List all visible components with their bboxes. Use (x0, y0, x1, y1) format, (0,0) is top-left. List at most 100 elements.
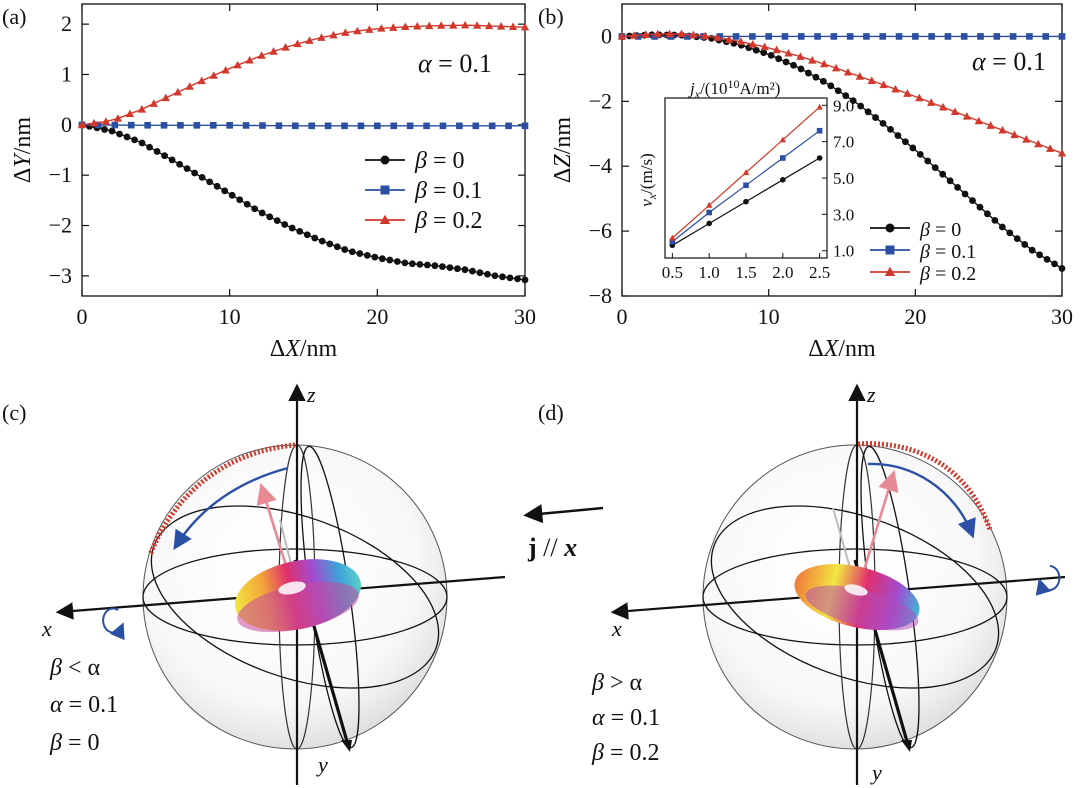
data-point (461, 266, 469, 274)
inset-data-point (779, 136, 787, 143)
inset-data-point (816, 103, 823, 110)
data-point (89, 118, 99, 127)
inset-x-tick-label: 2.5 (809, 263, 830, 282)
axis-label-x: x (41, 616, 52, 641)
axis-label-z: z (306, 382, 316, 407)
inset-data-point (706, 209, 712, 216)
data-point (472, 122, 480, 130)
condition-c-1: β < α (49, 655, 100, 681)
data-point (939, 170, 947, 178)
series-line (81, 124, 525, 127)
legend-label: β = 0.1 (414, 178, 483, 204)
y-tick-label: −1 (49, 162, 72, 187)
y-tick-label: 0 (601, 23, 612, 48)
y-tick-label: −2 (589, 88, 612, 113)
data-point (259, 122, 266, 129)
sphere-tilted-circle (710, 505, 1000, 689)
data-point (784, 48, 793, 57)
axis-label-x: x (611, 616, 622, 641)
data-point (177, 122, 184, 129)
bloch-sphere-c: z x y β < α α = 0.1 β = 0 (41, 382, 506, 785)
y-axis-arrowhead (901, 740, 912, 752)
data-point (101, 126, 108, 133)
data-point (476, 269, 484, 277)
inset-data-point (780, 155, 786, 161)
data-point (125, 109, 135, 118)
data-point (341, 28, 350, 36)
data-point (257, 51, 266, 59)
sphere-equator (702, 548, 1008, 646)
series-triangle (77, 20, 530, 129)
data-point (168, 156, 176, 164)
y-tick-label: 0 (61, 112, 72, 137)
legend-marker (885, 223, 895, 233)
data-point (849, 97, 857, 105)
data-point (991, 216, 999, 224)
data-point (401, 259, 409, 267)
data-point (752, 46, 760, 54)
inset-y-tick-label: 3.0 (833, 205, 854, 224)
data-point (760, 42, 769, 51)
data-point (317, 33, 326, 41)
data-point (245, 55, 254, 64)
data-point (677, 29, 686, 38)
data-point (273, 217, 281, 225)
data-point (1010, 130, 1019, 139)
data-point (393, 258, 401, 265)
data-point (378, 255, 386, 263)
data-point (887, 125, 894, 133)
data-point (855, 72, 864, 80)
data-point (266, 213, 274, 221)
legend-label: β = 0 (919, 219, 961, 241)
data-point (872, 114, 879, 121)
data-point (998, 125, 1007, 134)
data-point (946, 177, 954, 185)
data-point (857, 102, 865, 110)
data-point (146, 143, 153, 151)
data-point (954, 183, 961, 191)
data-point (1043, 255, 1051, 263)
y-tick-label: 2 (61, 11, 72, 36)
data-point (236, 196, 244, 204)
data-point (149, 99, 158, 107)
data-point (456, 122, 463, 130)
data-point (901, 138, 909, 146)
data-point (984, 210, 991, 218)
inset-y-tick-label: 5.0 (833, 169, 854, 188)
data-point (472, 21, 482, 29)
inset-data-point (705, 201, 713, 208)
data-point (123, 133, 131, 141)
current-label: j // x (527, 533, 577, 562)
legend-label: β = 0 (414, 148, 465, 174)
data-point (830, 33, 838, 40)
data-point (998, 223, 1006, 231)
data-point (197, 76, 206, 85)
axis-label-y: y (870, 760, 882, 785)
panel-label-d: (d) (538, 400, 564, 425)
data-point (1051, 260, 1058, 268)
inset-series-square (669, 127, 823, 245)
y-axis-label: ΔZ/nm (550, 117, 576, 183)
data-point (460, 20, 470, 29)
data-point (138, 139, 146, 147)
data-point (406, 122, 414, 130)
data-point (927, 98, 936, 106)
data-point (431, 262, 439, 270)
data-point (1042, 33, 1050, 40)
x-tick-label: 10 (758, 304, 780, 329)
data-point (242, 122, 250, 129)
data-point (772, 45, 781, 54)
data-point (765, 33, 772, 40)
data-point (1045, 144, 1055, 152)
inset-data-point (816, 127, 823, 134)
current-direction: j // x (523, 504, 604, 562)
data-point (101, 117, 111, 125)
y-tick-label: −4 (589, 153, 612, 178)
data-point (814, 33, 821, 40)
skyrmion-torus (794, 564, 920, 631)
data-point (831, 63, 841, 72)
inset-series-triangle (669, 103, 823, 241)
data-point (924, 157, 932, 165)
data-point (413, 21, 422, 30)
legend-marker (380, 185, 390, 195)
